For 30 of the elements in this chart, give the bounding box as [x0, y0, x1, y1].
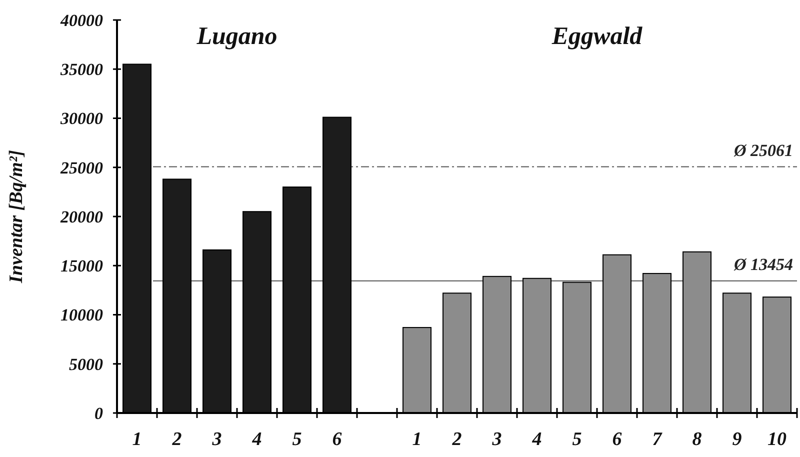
x-tick-label: 6: [612, 429, 622, 450]
x-tick-label: 10: [768, 429, 787, 450]
x-tick-label: 5: [572, 429, 582, 450]
x-tick-label: 8: [692, 429, 702, 450]
x-tick-label: 9: [732, 429, 742, 450]
y-tick-label: 35000: [60, 60, 104, 80]
y-tick-label: 5000: [69, 354, 104, 374]
y-tick-label: 10000: [60, 306, 104, 325]
y-tick-label: 0: [94, 404, 104, 423]
y-tick-label: 20000: [60, 207, 104, 226]
ref-line-label: Ø 25061: [732, 140, 793, 160]
annotation: Eggwald: [550, 23, 643, 50]
y-tick-label: 15000: [60, 256, 104, 276]
x-tick-label: 4: [531, 429, 542, 450]
x-tick-label: 5: [292, 429, 302, 450]
y-tick-label: 30000: [60, 109, 104, 128]
annotation: Lugano: [196, 23, 278, 50]
x-tick-label: 7: [652, 429, 664, 450]
y-axis-title: Inventar [Bq/m²]: [6, 150, 27, 284]
x-tick-label: 1: [132, 429, 142, 450]
y-tick-label: 25000: [60, 158, 104, 178]
x-tick-label: 6: [332, 429, 342, 450]
x-tick-label: 2: [171, 429, 182, 450]
x-tick-label: 3: [491, 429, 502, 450]
x-tick-label: 2: [451, 429, 462, 450]
ref-line-label: Ø 13454: [732, 254, 793, 274]
x-tick-label: 3: [211, 429, 222, 450]
x-tick-label: 1: [412, 429, 422, 450]
y-tick-label: 40000: [60, 10, 104, 30]
x-tick-label: 4: [251, 429, 262, 450]
